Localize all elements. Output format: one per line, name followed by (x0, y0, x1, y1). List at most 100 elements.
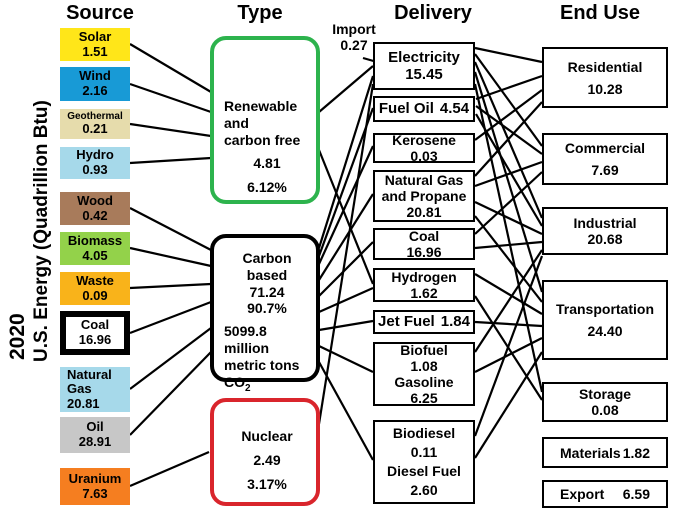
delivery-label: Electricity (388, 48, 460, 66)
type-label: carbon free (224, 131, 301, 148)
end-use-value: 6.59 (622, 486, 650, 502)
delivery-header: Delivery (394, 2, 472, 24)
delivery-value: 0.11 (410, 444, 438, 461)
delivery-label: Natural Gas (384, 171, 464, 188)
type-value: 2.49 (253, 451, 281, 468)
delivery-value: 1.62 (410, 285, 438, 301)
source-box-biomass[interactable]: Biomass 4.05 (60, 232, 130, 265)
delivery-box-jet-fuel[interactable]: Jet Fuel 1.84 (373, 310, 475, 334)
type-box-nuclear[interactable]: Nuclear 2.49 3.17% (210, 398, 320, 506)
type-label: Renewable (224, 98, 298, 114)
source-label: Wood (77, 192, 113, 208)
import-name: Import (332, 21, 376, 37)
end-use-value: 10.28 (587, 80, 623, 97)
source-box-uranium[interactable]: Uranium 7.63 (60, 468, 130, 505)
delivery-label: and Propane (381, 187, 467, 204)
type-label: and (224, 114, 249, 131)
delivery-box-natural-gas-propane[interactable]: Natural Gas and Propane 20.81 (373, 170, 475, 222)
delivery-label: Hydrogen (391, 268, 457, 285)
source-header: Source (66, 2, 134, 24)
delivery-box-coal[interactable]: Coal 16.96 (373, 228, 475, 260)
source-value: 16.96 (78, 332, 112, 347)
co2-label: metric tons (224, 356, 300, 373)
type-label: based (246, 266, 288, 283)
source-label: Wind (79, 68, 111, 84)
source-box-oil[interactable]: Oil 28.91 (60, 417, 130, 453)
source-box-coal[interactable]: Coal 16.96 (60, 311, 130, 355)
delivery-label: Coal (408, 227, 440, 244)
delivery-box-kerosene[interactable]: Kerosene 0.03 (373, 131, 475, 164)
source-box-wind[interactable]: Wind 2.16 (60, 67, 130, 101)
delivery-value: 1.08 (410, 357, 438, 374)
source-box-geothermal[interactable]: Geothermal 0.21 (60, 109, 130, 139)
end-use-label: Export (560, 486, 605, 502)
type-label: Carbon (242, 250, 292, 266)
delivery-label: Biofuel (400, 341, 448, 358)
source-value: 0.09 (82, 287, 108, 303)
delivery-value: 0.03 (410, 148, 438, 164)
end-use-value: 20.68 (587, 231, 623, 247)
source-label: Hydro (76, 147, 114, 163)
end-use-label: Residential (567, 58, 643, 75)
type-percent: 6.12% (247, 179, 287, 196)
end-use-box-commercial[interactable]: Commercial 7.69 (542, 133, 668, 185)
delivery-box-biofuel-gasoline[interactable]: Biofuel 1.08 Gasoline 6.25 (373, 342, 475, 406)
delivery-box-electricity[interactable]: Electricity 15.45 (373, 42, 475, 90)
end-use-box-materials[interactable]: Materials 1.82 (542, 437, 668, 468)
source-value: 0.42 (82, 207, 108, 223)
delivery-label: Biodiesel (392, 425, 456, 442)
source-label: Biomass (67, 232, 123, 248)
end-use-value: 1.82 (622, 444, 650, 461)
type-box-carbon[interactable]: Carbon based 71.24 90.7% 5099.8 million … (210, 234, 320, 393)
delivery-box-fuel-oil[interactable]: Fuel Oil 4.54 (373, 96, 475, 122)
source-value: 20.81 (67, 395, 100, 411)
source-label: Coal (80, 317, 110, 333)
end-use-label: Materials (560, 444, 621, 461)
end-use-value: 0.08 (591, 402, 619, 418)
delivery-value: 1.84 (440, 313, 470, 331)
delivery-box-hydrogen[interactable]: Hydrogen 1.62 (373, 268, 475, 302)
end-use-box-transportation[interactable]: Transportation 24.40 (542, 280, 668, 360)
end-use-box-export[interactable]: Export 6.59 (542, 480, 668, 508)
delivery-value: 2.60 (410, 481, 438, 498)
delivery-label: Gasoline (394, 374, 454, 390)
source-box-solar[interactable]: Solar 1.51 (60, 28, 130, 61)
source-value: 4.05 (82, 247, 108, 263)
source-value: 1.51 (82, 43, 108, 59)
delivery-value: 15.45 (405, 66, 443, 83)
import-value: 0.27 (340, 37, 368, 54)
end-use-value: 7.69 (591, 162, 619, 178)
end-use-box-industrial[interactable]: Industrial 20.68 (542, 207, 668, 255)
type-value: 4.81 (253, 155, 281, 172)
type-box-renewable[interactable]: Renewable and carbon free 4.81 6.12% (210, 36, 320, 204)
delivery-label: Fuel Oil (378, 100, 434, 118)
type-percent: 90.7% (247, 300, 287, 317)
import-label: Import 0.27 (328, 21, 380, 53)
end-use-value: 24.40 (587, 323, 623, 339)
end-use-label: Industrial (573, 215, 637, 231)
source-label: Geothermal (67, 111, 123, 123)
delivery-value: 4.54 (439, 100, 470, 118)
delivery-value: 16.96 (406, 244, 442, 260)
delivery-value: 20.81 (406, 204, 442, 221)
source-value: 0.93 (82, 162, 108, 177)
source-value: 7.63 (82, 485, 108, 501)
delivery-label: Jet Fuel (378, 313, 435, 331)
co2-label: CO2 (224, 373, 251, 394)
delivery-box-biodiesel-diesel[interactable]: Biodiesel 0.11 Diesel Fuel 2.60 (373, 420, 475, 504)
end-use-label: Transportation (555, 301, 654, 317)
source-value: 2.16 (82, 83, 108, 98)
source-box-natural-gas[interactable]: Natural Gas 20.81 (60, 367, 130, 412)
source-label: Oil (86, 419, 104, 435)
source-box-wood[interactable]: Wood 0.42 (60, 192, 130, 225)
source-label: Uranium (68, 470, 122, 486)
co2-label: 5099.8 million (224, 323, 270, 356)
source-box-waste[interactable]: Waste 0.09 (60, 272, 130, 305)
end-use-box-storage[interactable]: Storage 0.08 (542, 382, 668, 422)
delivery-label: Kerosene (392, 131, 456, 148)
end-use-label: Storage (578, 386, 632, 402)
end-use-box-residential[interactable]: Residential 10.28 (542, 47, 668, 108)
source-box-hydro[interactable]: Hydro 0.93 (60, 147, 130, 179)
